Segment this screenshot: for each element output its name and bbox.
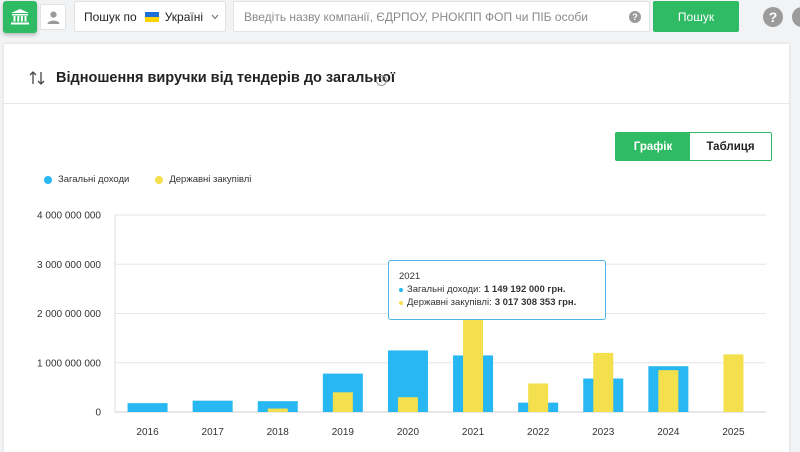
view-toggle: Графік Таблиця xyxy=(615,132,772,161)
x-tick-label: 2020 xyxy=(397,427,420,438)
section-title: Відношення виручки від тендерів до загал… xyxy=(56,70,395,86)
tooltip-income-value: 1 149 192 000 грн. xyxy=(483,284,566,295)
x-tick-label: 2018 xyxy=(267,427,290,438)
tooltip-proc-value: 3 017 308 353 грн. xyxy=(494,297,577,308)
bar-income-2018[interactable] xyxy=(257,401,298,412)
user-button[interactable] xyxy=(40,4,66,30)
user-icon xyxy=(47,11,59,24)
y-tick-label: 1 000 000 000 xyxy=(37,358,101,369)
y-tick-label: 4 000 000 000 xyxy=(37,211,101,222)
search-scope-dropdown[interactable]: Пошук по Україні xyxy=(74,1,226,32)
chart-view-button[interactable]: Графік xyxy=(616,133,690,160)
bar-procurement-2019[interactable] xyxy=(332,392,353,412)
help-icon[interactable]: ? xyxy=(763,7,783,27)
legend-label-procurement: Державні закупівлі xyxy=(169,174,252,185)
x-tick-label: 2021 xyxy=(462,427,485,438)
tooltip-proc-label: Державні закупівлі: xyxy=(407,297,492,308)
bank-icon xyxy=(11,9,29,25)
x-tick-label: 2017 xyxy=(202,427,225,438)
legend-dot-procurement xyxy=(155,175,164,184)
tooltip-dot-procurement xyxy=(399,300,403,305)
sort-arrows-icon xyxy=(29,71,45,85)
tooltip-row-procurement: Державні закупівлі: 3 017 308 353 грн. xyxy=(399,296,595,309)
search-scope-label: Пошук по xyxy=(84,9,137,24)
legend-label-income: Загальні доходи xyxy=(58,174,130,185)
legend-item-procurement[interactable]: Державні закупівлі xyxy=(155,174,251,185)
chart-tooltip: 2021 Загальні доходи: 1 149 192 000 грн.… xyxy=(388,260,606,320)
chevron-down-icon xyxy=(211,14,219,19)
x-tick-label: 2022 xyxy=(527,427,550,438)
tooltip-dot-income xyxy=(399,287,403,292)
bar-income-2017[interactable] xyxy=(192,400,233,412)
legend-item-income[interactable]: Загальні доходи xyxy=(44,174,129,185)
x-tick-label: 2016 xyxy=(136,427,159,438)
tooltip-year: 2021 xyxy=(399,271,421,282)
x-tick-label: 2019 xyxy=(332,427,355,438)
title-help-icon[interactable]: ? xyxy=(376,75,387,86)
legend-dot-income xyxy=(44,175,52,184)
search-input[interactable] xyxy=(244,2,624,31)
bar-procurement-2023[interactable] xyxy=(593,352,614,412)
bar-procurement-2025[interactable] xyxy=(723,354,744,412)
x-tick-label: 2024 xyxy=(657,427,680,438)
bar-procurement-2020[interactable] xyxy=(397,397,418,412)
y-tick-label: 3 000 000 000 xyxy=(37,260,101,271)
table-view-button[interactable]: Таблиця xyxy=(690,133,771,160)
y-tick-label: 0 xyxy=(95,408,101,419)
ukraine-flag-icon xyxy=(144,11,159,22)
bar-procurement-2018[interactable] xyxy=(267,408,288,412)
x-tick-label: 2023 xyxy=(592,427,615,438)
bar-income-2016[interactable] xyxy=(127,403,168,412)
search-help-icon[interactable]: ? xyxy=(629,11,641,23)
tooltip-row-income: Загальні доходи: 1 149 192 000 грн. xyxy=(399,283,595,296)
y-tick-label: 2 000 000 000 xyxy=(37,309,101,320)
tooltip-income-label: Загальні доходи: xyxy=(407,284,481,295)
secondary-circle-icon[interactable] xyxy=(792,7,800,27)
home-button[interactable] xyxy=(3,1,37,33)
search-button[interactable]: Пошук xyxy=(653,1,739,32)
chart-legend: Загальні доходи Державні закупівлі xyxy=(44,174,277,185)
search-box: ? xyxy=(233,1,650,32)
bar-procurement-2024[interactable] xyxy=(658,370,679,412)
x-tick-label: 2025 xyxy=(722,427,745,438)
card-header: Відношення виручки від тендерів до загал… xyxy=(4,44,789,104)
search-scope-value: Україні xyxy=(164,9,203,24)
bar-procurement-2022[interactable] xyxy=(528,383,549,412)
top-bar: Пошук по Україні ? Пошук ? xyxy=(0,0,800,36)
